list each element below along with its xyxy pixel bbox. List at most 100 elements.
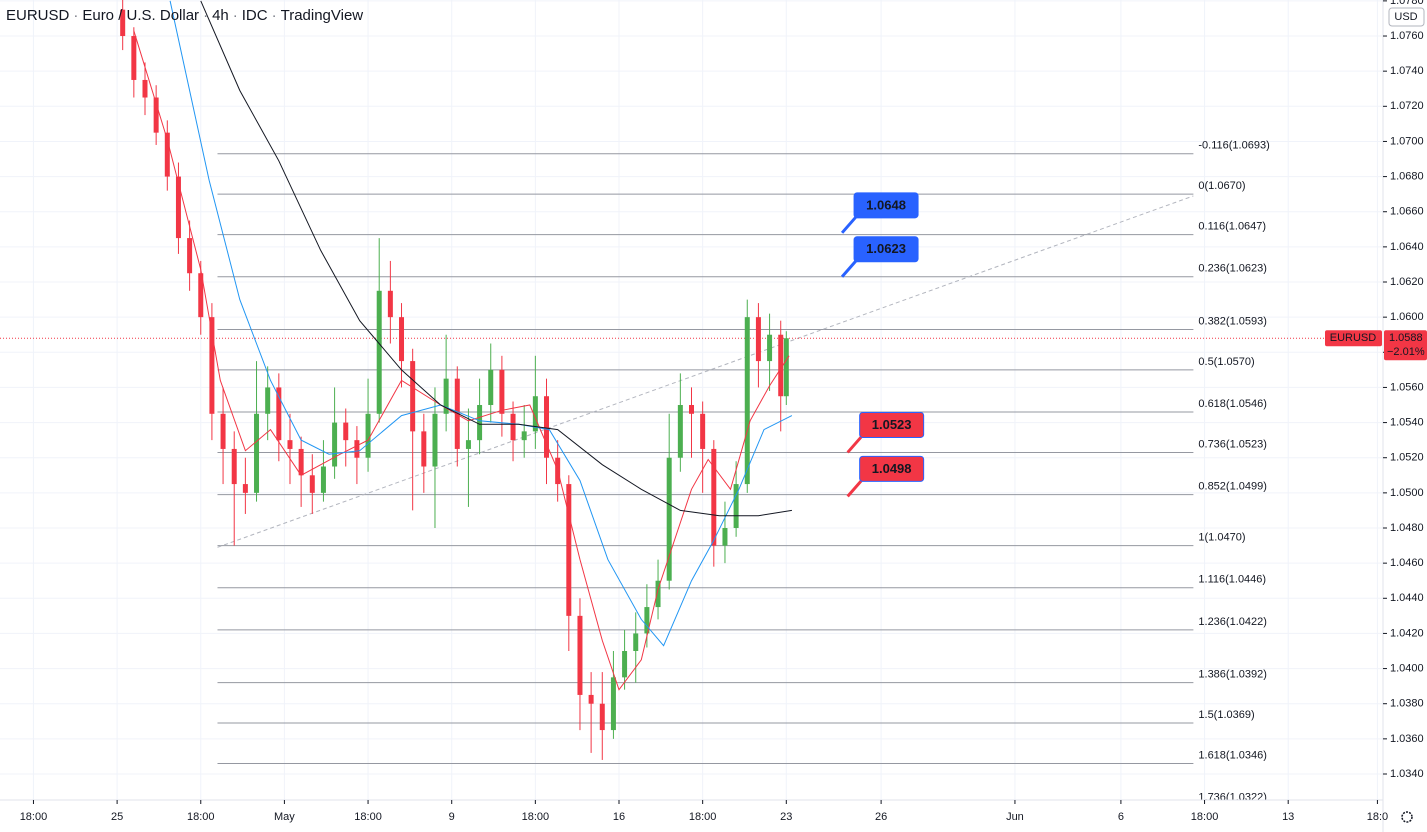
candle-body	[276, 387, 282, 441]
candle-body	[577, 615, 583, 695]
fib-level-label: 0.618(1.0546)	[1198, 398, 1267, 410]
currency-button[interactable]	[1388, 7, 1425, 27]
y-tick-label: 1.0500	[1390, 487, 1424, 499]
settings-button[interactable]	[1401, 811, 1413, 823]
y-tick-label: 1.0440	[1390, 592, 1424, 604]
candle-body	[309, 475, 315, 493]
candle-body	[488, 369, 494, 406]
price-axis	[1383, 0, 1427, 832]
fib-level-label: 1(1.0470)	[1198, 531, 1245, 543]
candle-body	[164, 132, 170, 177]
y-tick-label: 1.0540	[1390, 416, 1424, 428]
platform: TradingView	[280, 7, 364, 24]
y-tick-label: 1.0420	[1390, 627, 1424, 639]
candle-body	[783, 338, 789, 397]
candle-body	[521, 431, 527, 441]
candle-body	[220, 413, 226, 449]
x-tick-label: 18:00	[1191, 811, 1219, 823]
y-tick-label: 1.0340	[1390, 768, 1424, 780]
x-tick-label: 18:00	[20, 811, 48, 823]
symbol-tag	[1325, 330, 1382, 347]
y-tick-label: 1.0380	[1390, 698, 1424, 710]
y-tick-label: 1.0720	[1390, 100, 1424, 112]
currency-label[interactable]: USD	[1394, 11, 1417, 23]
moving-average	[133, 30, 790, 691]
candle-body	[287, 440, 293, 449]
x-tick-label: 18:0	[1367, 811, 1388, 823]
candle-body	[421, 431, 427, 467]
candle-body	[365, 413, 371, 458]
callout-box	[859, 455, 925, 482]
x-tick-label: 18:00	[354, 811, 382, 823]
candle-body	[677, 405, 683, 458]
candle-body	[722, 528, 728, 546]
callout-label: 1.0523	[872, 417, 912, 432]
candle-body	[767, 334, 773, 362]
candle-body	[175, 176, 181, 239]
y-tick-label: 1.0660	[1390, 206, 1424, 218]
candle-body	[209, 317, 215, 414]
candle-body	[755, 317, 761, 362]
candle-body	[622, 650, 628, 678]
candle-body	[566, 484, 572, 616]
callout-pointer	[840, 215, 858, 234]
callout-pointer	[846, 479, 863, 498]
candle-body	[332, 422, 338, 467]
candle-body	[666, 457, 672, 581]
fib-level-label: 1.618(1.0346)	[1198, 749, 1267, 761]
candle-body	[343, 422, 349, 441]
candle-body	[778, 334, 784, 397]
y-tick-label: 1.0400	[1390, 662, 1424, 674]
y-tick-label: 1.0620	[1390, 276, 1424, 288]
candle-body	[354, 440, 360, 458]
fib-level-label: 0.236(1.0623)	[1198, 263, 1267, 275]
candle-body	[131, 36, 137, 80]
x-tick-label: May	[274, 811, 295, 823]
y-tick-label: 1.0680	[1390, 170, 1424, 182]
candle-body	[689, 405, 694, 414]
x-tick-label: 13	[1282, 811, 1294, 823]
candle-body	[700, 413, 706, 449]
fib-level-label: 0.116(1.0647)	[1198, 220, 1266, 232]
callout-box	[853, 236, 919, 263]
y-tick-label: 1.0600	[1390, 311, 1424, 323]
chart-header: EURUSD · Euro / U.S. Dollar · 4h · IDC · Trading…	[6, 7, 364, 24]
callout-label: 1.0623	[866, 241, 906, 256]
x-tick-label: 26	[875, 811, 887, 823]
candle-body	[387, 290, 393, 318]
moving-average	[169, 0, 793, 647]
fib-level-label: 1.116(1.0446)	[1198, 574, 1266, 586]
candle-body	[544, 396, 550, 458]
candle-body	[320, 466, 326, 493]
candle-body	[254, 413, 260, 493]
symbol[interactable]: EURUSD	[6, 7, 70, 24]
interval[interactable]: 4h	[212, 7, 229, 24]
candle-body	[432, 413, 438, 467]
source: IDC	[241, 7, 268, 24]
x-tick-label: 18:00	[522, 811, 550, 823]
y-tick-label: 1.0740	[1390, 65, 1424, 77]
x-tick-label: 9	[449, 811, 455, 823]
candle-body	[588, 694, 594, 704]
fib-level-label: 1.236(1.0422)	[1198, 616, 1267, 628]
x-tick-label: 23	[780, 811, 792, 823]
y-tick-label: 1.0520	[1390, 452, 1424, 464]
y-tick-label: 1.0460	[1390, 557, 1424, 569]
fib-level-label: 0.852(1.0499)	[1198, 481, 1267, 493]
fib-level-label: 0.736(1.0523)	[1198, 438, 1267, 450]
candle-body	[510, 413, 516, 441]
callout-pointer	[846, 435, 863, 454]
x-tick-label: 6	[1118, 811, 1124, 823]
candle-body	[477, 405, 483, 441]
description: Euro / U.S. Dollar	[82, 7, 200, 24]
candle-body	[142, 79, 148, 98]
candle-body	[231, 448, 237, 485]
candle-body	[633, 633, 639, 651]
fib-level-label: 0.5(1.0570)	[1198, 356, 1254, 368]
candle-body	[644, 607, 650, 634]
price-tag	[1384, 330, 1427, 361]
candle-body	[153, 97, 159, 133]
x-tick-label: 16	[613, 811, 625, 823]
